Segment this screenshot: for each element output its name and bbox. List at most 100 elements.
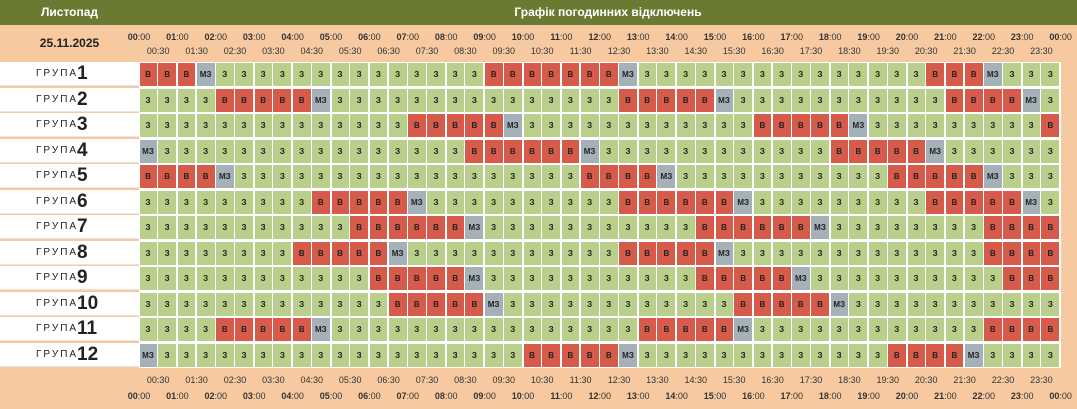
schedule-cell: З: [887, 190, 906, 214]
schedule-cell: З: [868, 63, 887, 86]
schedule-cell: З: [1003, 343, 1021, 367]
schedule-cell: З: [369, 292, 388, 316]
schedule-cell: З: [1003, 114, 1021, 137]
hour-divider: [176, 62, 178, 368]
schedule-cell: З: [350, 318, 369, 341]
group-number: 11: [77, 318, 98, 339]
bottom-half-hour-tick: 04:30: [300, 375, 324, 385]
schedule-cell: З: [830, 343, 849, 367]
bottom-hour-tick: 10:00: [511, 391, 535, 401]
schedule-cell: З: [177, 114, 196, 137]
schedule-cell: МЗ: [849, 114, 868, 137]
schedule-grid: В В В МЗ З З З З З З З З З З З З З З В В В В В В В МЗ З З З З З З З З З З З З…: [138, 62, 1062, 368]
top-half-hour-tick: 19:30: [876, 46, 900, 56]
schedule-cell: В: [657, 88, 676, 112]
schedule-cell: В: [1003, 267, 1021, 290]
schedule-cell: З: [753, 139, 772, 163]
schedule-cell: З: [849, 190, 868, 214]
bottom-hour-tick: 04:00: [281, 391, 304, 401]
schedule-cell: З: [695, 63, 714, 86]
schedule-cell: З: [503, 241, 522, 265]
schedule-cell: З: [388, 114, 407, 137]
schedule-cell: З: [791, 63, 810, 86]
schedule-cell: З: [177, 267, 196, 290]
schedule-cell: В: [407, 292, 426, 316]
schedule-cell: З: [849, 165, 868, 188]
schedule-cell: З: [1022, 63, 1041, 86]
top-half-hour-tick: 17:30: [799, 46, 823, 56]
schedule-cell: З: [887, 63, 906, 86]
schedule-cell: З: [830, 63, 849, 86]
schedule-cell: З: [638, 343, 657, 367]
schedule-cell: В: [427, 216, 445, 239]
schedule-cell: МЗ: [215, 165, 234, 188]
schedule-cell: В: [695, 267, 714, 290]
bottom-hour-tick: 12:00: [588, 391, 612, 401]
schedule-cell: З: [753, 190, 772, 214]
schedule-cell: З: [715, 343, 733, 367]
group-number: 9: [77, 267, 88, 288]
schedule-cell: В: [1041, 114, 1060, 137]
schedule-cell: В: [849, 139, 868, 163]
schedule-cell: МЗ: [580, 139, 599, 163]
schedule-cell: З: [254, 63, 273, 86]
schedule-cell: МЗ: [715, 241, 733, 265]
schedule-cell: В: [235, 318, 253, 341]
schedule-cell: В: [388, 292, 407, 316]
schedule-cell: В: [983, 318, 1002, 341]
schedule-cell: З: [983, 343, 1002, 367]
schedule-cell: З: [657, 292, 676, 316]
schedule-cell: В: [811, 292, 829, 316]
schedule-cell: З: [753, 343, 772, 367]
schedule-cell: В: [1022, 216, 1041, 239]
schedule-cell: З: [676, 216, 695, 239]
schedule-cell: З: [235, 190, 253, 214]
schedule-cell: В: [561, 139, 580, 163]
schedule-cell: З: [311, 267, 330, 290]
schedule-cell: З: [446, 88, 465, 112]
schedule-cell: З: [292, 190, 311, 214]
schedule-cell: З: [542, 190, 561, 214]
schedule-cell: З: [503, 343, 522, 367]
schedule-cell: В: [964, 165, 983, 188]
schedule-cell: В: [791, 216, 810, 239]
schedule-cell: З: [907, 114, 925, 137]
group-number: 3: [77, 114, 88, 135]
schedule-cell: З: [292, 267, 311, 290]
group-number: 1: [77, 63, 88, 84]
group-word: ГРУПА: [36, 93, 79, 105]
group-number: 2: [77, 88, 88, 110]
bottom-half-hour-tick: 13:30: [646, 375, 669, 385]
schedule-cell: З: [465, 318, 484, 341]
schedule-cell: З: [407, 318, 426, 341]
schedule-cell: З: [945, 139, 964, 163]
bottom-half-hour-tick: 16:30: [761, 375, 784, 385]
schedule-cell: В: [292, 318, 311, 341]
schedule-cell: В: [599, 343, 618, 367]
schedule-cell: З: [887, 114, 906, 137]
schedule-cell: В: [1041, 318, 1060, 341]
schedule-cell: З: [215, 292, 234, 316]
schedule-cell: З: [369, 114, 388, 137]
schedule-cell: З: [235, 63, 253, 86]
schedule-cell: З: [1003, 165, 1021, 188]
schedule-cell: З: [868, 88, 887, 112]
group-label: ГРУПА 6: [0, 189, 139, 214]
hour-divider: [676, 62, 678, 368]
schedule-cell: З: [772, 190, 791, 214]
schedule-cell: З: [868, 267, 887, 290]
schedule-cell: З: [907, 241, 925, 265]
schedule-cell: З: [1041, 190, 1060, 214]
bottom-half-hour-tick: 20:30: [914, 375, 938, 385]
schedule-cell: З: [811, 88, 829, 112]
schedule-cell: З: [887, 216, 906, 239]
schedule-cell: МЗ: [465, 267, 484, 290]
schedule-cell: З: [215, 139, 234, 163]
hour-divider: [752, 62, 754, 368]
schedule-cell: В: [446, 292, 465, 316]
schedule-cell: З: [676, 165, 695, 188]
schedule-cell: В: [772, 267, 791, 290]
top-half-hour-tick: 18:30: [838, 46, 861, 56]
schedule-cell: З: [964, 114, 983, 137]
schedule-cell: З: [695, 165, 714, 188]
